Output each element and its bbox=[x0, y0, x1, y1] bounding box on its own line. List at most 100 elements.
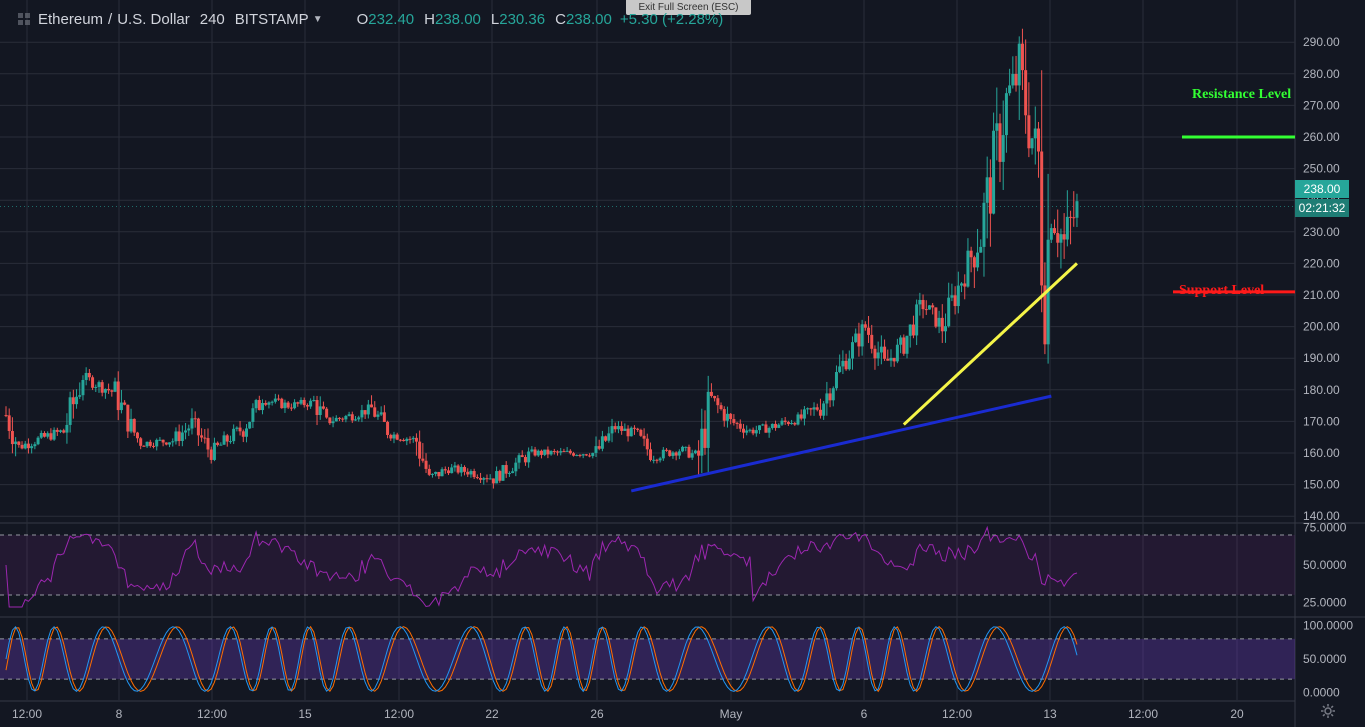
candle-body bbox=[523, 457, 527, 463]
candle-body bbox=[716, 398, 720, 406]
trendline-blue bbox=[630, 394, 1052, 493]
candle-body bbox=[280, 398, 284, 409]
candle-body bbox=[331, 421, 335, 424]
candle-body bbox=[578, 454, 582, 456]
candle-body bbox=[838, 366, 842, 373]
candle-body bbox=[960, 283, 964, 286]
candle-body bbox=[479, 477, 483, 480]
square-grid-icon[interactable] bbox=[18, 13, 30, 25]
gear-icon[interactable] bbox=[1320, 703, 1336, 719]
candle-body bbox=[985, 177, 989, 203]
countdown-tag: 02:21:32 bbox=[1295, 199, 1349, 217]
y-tick-label: 210.00 bbox=[1303, 288, 1340, 302]
candle-body bbox=[427, 468, 431, 475]
candle-body bbox=[91, 377, 95, 388]
candle-body bbox=[17, 441, 21, 445]
candle-body bbox=[645, 438, 649, 450]
candle-body bbox=[786, 421, 790, 425]
candle-body bbox=[899, 337, 903, 345]
candle-body bbox=[799, 414, 803, 419]
candle-body bbox=[751, 429, 755, 434]
candle-body bbox=[722, 409, 726, 421]
candle-body bbox=[802, 409, 806, 419]
symbol-name[interactable]: Ethereum bbox=[38, 10, 104, 28]
candle-body bbox=[511, 471, 515, 474]
open-value: 232.40 bbox=[368, 10, 415, 28]
candle-body bbox=[59, 430, 63, 432]
candle-body bbox=[103, 388, 107, 393]
candle-body bbox=[636, 428, 640, 430]
candle-body bbox=[616, 426, 620, 430]
open-label: O bbox=[356, 10, 369, 28]
candle-body bbox=[533, 449, 537, 456]
candle-body bbox=[472, 471, 476, 478]
candle-body bbox=[527, 451, 531, 463]
candle-body bbox=[107, 388, 111, 391]
candle-body bbox=[97, 382, 101, 387]
rsi-band bbox=[0, 535, 1295, 595]
candle-body bbox=[293, 402, 297, 409]
chevron-down-icon[interactable]: ▼ bbox=[312, 13, 323, 25]
candle-body bbox=[1027, 115, 1031, 149]
candle-body bbox=[39, 432, 43, 438]
candle-body bbox=[530, 449, 534, 452]
candle-body bbox=[1001, 135, 1005, 162]
rsi-tick-label: 25.0000 bbox=[1303, 596, 1347, 610]
candle-body bbox=[703, 428, 707, 448]
candle-body bbox=[725, 413, 729, 421]
quote-currency: U.S. Dollar bbox=[117, 10, 190, 28]
candle-body bbox=[116, 381, 120, 411]
candle-body bbox=[1075, 201, 1079, 218]
candle-body bbox=[411, 437, 415, 440]
candle-body bbox=[277, 398, 281, 400]
y-tick-label: 270.00 bbox=[1303, 98, 1340, 112]
candle-body bbox=[1043, 285, 1047, 345]
y-tick-label: 260.00 bbox=[1303, 130, 1340, 144]
candle-body bbox=[1033, 128, 1037, 139]
candle-body bbox=[7, 415, 11, 431]
candle-body bbox=[273, 398, 277, 402]
candle-body bbox=[495, 471, 499, 484]
exchange: BITSTAMP bbox=[234, 10, 309, 28]
candle-body bbox=[398, 439, 402, 441]
candle-body bbox=[764, 424, 768, 433]
candle-body bbox=[556, 451, 560, 453]
candle-body bbox=[594, 446, 598, 453]
candle-body bbox=[770, 423, 774, 429]
candle-body bbox=[937, 317, 941, 327]
y-tick-label: 140.00 bbox=[1303, 509, 1340, 523]
timeframe[interactable]: 240 bbox=[199, 10, 225, 28]
candle-body bbox=[366, 404, 370, 415]
y-tick-label: 290.00 bbox=[1303, 35, 1340, 49]
chart-axes: 12:00 8 12:00 15 12:00 22 26 May 6 12:00 13 12:00 20… bbox=[12, 35, 1353, 721]
candle-body bbox=[1004, 93, 1008, 136]
candle-body bbox=[600, 436, 604, 449]
x-tick-label: 12:00 bbox=[942, 707, 972, 721]
candle-body bbox=[171, 441, 175, 443]
candle-body bbox=[373, 407, 377, 417]
candle-body bbox=[42, 432, 46, 437]
low-value: 230.36 bbox=[499, 10, 546, 28]
candle-body bbox=[543, 449, 547, 455]
candle-body bbox=[1008, 85, 1012, 94]
x-tick-label: 12:00 bbox=[1128, 707, 1158, 721]
candle-body bbox=[697, 450, 701, 456]
x-tick-label: May bbox=[720, 707, 743, 721]
candle-body bbox=[174, 431, 178, 442]
exit-fullscreen-button[interactable]: Exit Full Screen (ESC) bbox=[626, 0, 751, 15]
candle-body bbox=[632, 427, 636, 429]
high-value: 238.00 bbox=[435, 10, 481, 28]
y-tick-label: 190.00 bbox=[1303, 351, 1340, 365]
candle-body bbox=[354, 419, 358, 421]
candle-body bbox=[46, 433, 50, 437]
y-tick-label: 150.00 bbox=[1303, 478, 1340, 492]
candle-body bbox=[931, 305, 935, 308]
candle-body bbox=[562, 451, 566, 453]
candle-body bbox=[857, 333, 861, 347]
candle-body bbox=[915, 304, 919, 336]
candle-body bbox=[867, 327, 871, 335]
candle-body bbox=[289, 407, 293, 409]
candle-body bbox=[687, 446, 691, 458]
candle-body bbox=[203, 437, 207, 439]
trendlines bbox=[0, 135, 1295, 493]
